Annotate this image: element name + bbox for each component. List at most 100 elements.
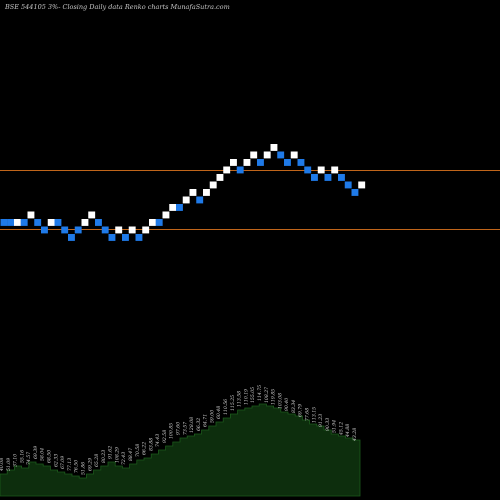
renko-brick xyxy=(142,226,150,234)
volume-label: 67.09 xyxy=(60,456,66,469)
renko-brick xyxy=(324,174,332,181)
renko-brick xyxy=(54,219,62,226)
volume-label: 90.40 xyxy=(284,398,290,411)
renko-brick xyxy=(162,211,170,219)
renko-brick xyxy=(230,159,237,166)
volume-label: 76.50 xyxy=(74,460,80,473)
volume-label: 60.48 xyxy=(216,406,222,419)
volume-label: 113.58 xyxy=(237,391,243,407)
volume-label: 92.58 xyxy=(162,430,168,443)
renko-brick xyxy=(216,174,224,181)
volume-label: 128.08 xyxy=(189,417,195,433)
volume-label: 108.27 xyxy=(264,387,270,403)
volume-label: 68.50 xyxy=(47,450,53,463)
renko-brick xyxy=(135,234,143,241)
volume-label: 110.19 xyxy=(243,389,249,405)
volume-label: 55.16 xyxy=(19,450,25,463)
renko-brick xyxy=(169,204,177,211)
volume-label: 80.23 xyxy=(101,450,107,463)
volume-panel xyxy=(0,403,361,497)
renko-brick xyxy=(34,219,42,226)
volume-label: 44.88 xyxy=(345,424,351,438)
renko-brick xyxy=(311,174,318,181)
renko-brick xyxy=(290,151,298,159)
volume-label: 77.68 xyxy=(305,408,311,421)
volume-label: 51.86 xyxy=(81,462,87,475)
volume-label: 74.43 xyxy=(155,434,161,447)
volume-label: 72.43 xyxy=(121,452,127,465)
volume-label: 66.32 xyxy=(196,418,202,431)
volume-label: 51.94 xyxy=(332,420,338,433)
renko-brick xyxy=(149,219,156,226)
renko-brick xyxy=(14,219,21,226)
renko-brick xyxy=(122,234,129,241)
renko-brick xyxy=(297,159,305,166)
volume-label: 115.25 xyxy=(230,395,236,411)
volume-label: 73.57 xyxy=(182,422,188,435)
renko-bricks xyxy=(0,144,366,241)
renko-brick xyxy=(236,166,244,174)
volume-label: 91.62 xyxy=(108,446,114,459)
renko-brick xyxy=(0,219,8,226)
volume-label: 74.57 xyxy=(26,452,32,465)
volume-label: 114.75 xyxy=(257,385,263,401)
renko-brick xyxy=(209,181,217,189)
volume-label: 97.60 xyxy=(176,422,182,435)
volume-label: 64.71 xyxy=(203,414,209,427)
renko-brick xyxy=(108,234,116,241)
renko-brick xyxy=(101,226,109,234)
renko-brick xyxy=(196,196,204,204)
chart-title: BSE 544105 3%- Closing Daily data Renko … xyxy=(4,3,230,11)
renko-brick xyxy=(317,166,325,174)
volume-label: 119.85 xyxy=(271,389,277,405)
renko-brick xyxy=(277,151,285,159)
renko-brick xyxy=(115,226,123,234)
volume-label: 37.10 xyxy=(13,454,19,467)
renko-brick xyxy=(338,174,345,181)
volume-label: 66.22 xyxy=(142,442,148,455)
volume-label: 113.15 xyxy=(311,407,317,423)
volume-label: 70.58 xyxy=(135,444,141,457)
renko-brick xyxy=(74,226,82,234)
volume-label: 88.47 xyxy=(128,448,134,461)
renko-brick xyxy=(270,144,278,151)
renko-brick xyxy=(344,181,352,189)
renko-brick xyxy=(61,226,69,234)
volume-label: 77.13 xyxy=(67,458,73,471)
renko-brick xyxy=(27,211,35,219)
renko-brick xyxy=(128,226,136,234)
renko-brick xyxy=(20,219,28,226)
volume-area xyxy=(0,403,361,497)
volume-label: 40.08 xyxy=(0,458,5,472)
renko-brick xyxy=(176,204,183,211)
volume-label: 59.00 xyxy=(209,410,215,423)
renko-brick xyxy=(243,159,251,166)
renko-brick xyxy=(68,234,75,241)
volume-label: 51.09 xyxy=(6,458,12,471)
renko-brick xyxy=(95,219,102,226)
renko-brick xyxy=(284,159,291,166)
renko-brick xyxy=(88,211,96,219)
volume-label: 62.33 xyxy=(53,454,59,467)
volume-label: 69.79 xyxy=(298,404,304,417)
renko-brick xyxy=(189,189,197,196)
renko-brick xyxy=(263,151,271,159)
renko-brick xyxy=(155,219,163,226)
renko-brick xyxy=(331,166,339,174)
renko-brick xyxy=(7,219,15,226)
volume-label: 69.29 xyxy=(87,458,93,471)
volume-label: 100.85 xyxy=(169,423,175,439)
volume-label: 69.39 xyxy=(33,446,39,459)
renko-brick xyxy=(203,189,210,196)
volume-label: 58.04 xyxy=(40,448,46,461)
renko-brick xyxy=(351,189,359,196)
volume-label: 91.23 xyxy=(318,414,324,427)
renko-brick xyxy=(250,151,258,159)
renko-brick xyxy=(358,181,366,189)
volume-label: 43.28 xyxy=(352,428,358,442)
volume-label: 90.33 xyxy=(325,418,331,431)
volume-label: 103.08 xyxy=(277,393,283,409)
reference-lines xyxy=(0,170,500,230)
volume-label: 110.56 xyxy=(223,399,229,415)
